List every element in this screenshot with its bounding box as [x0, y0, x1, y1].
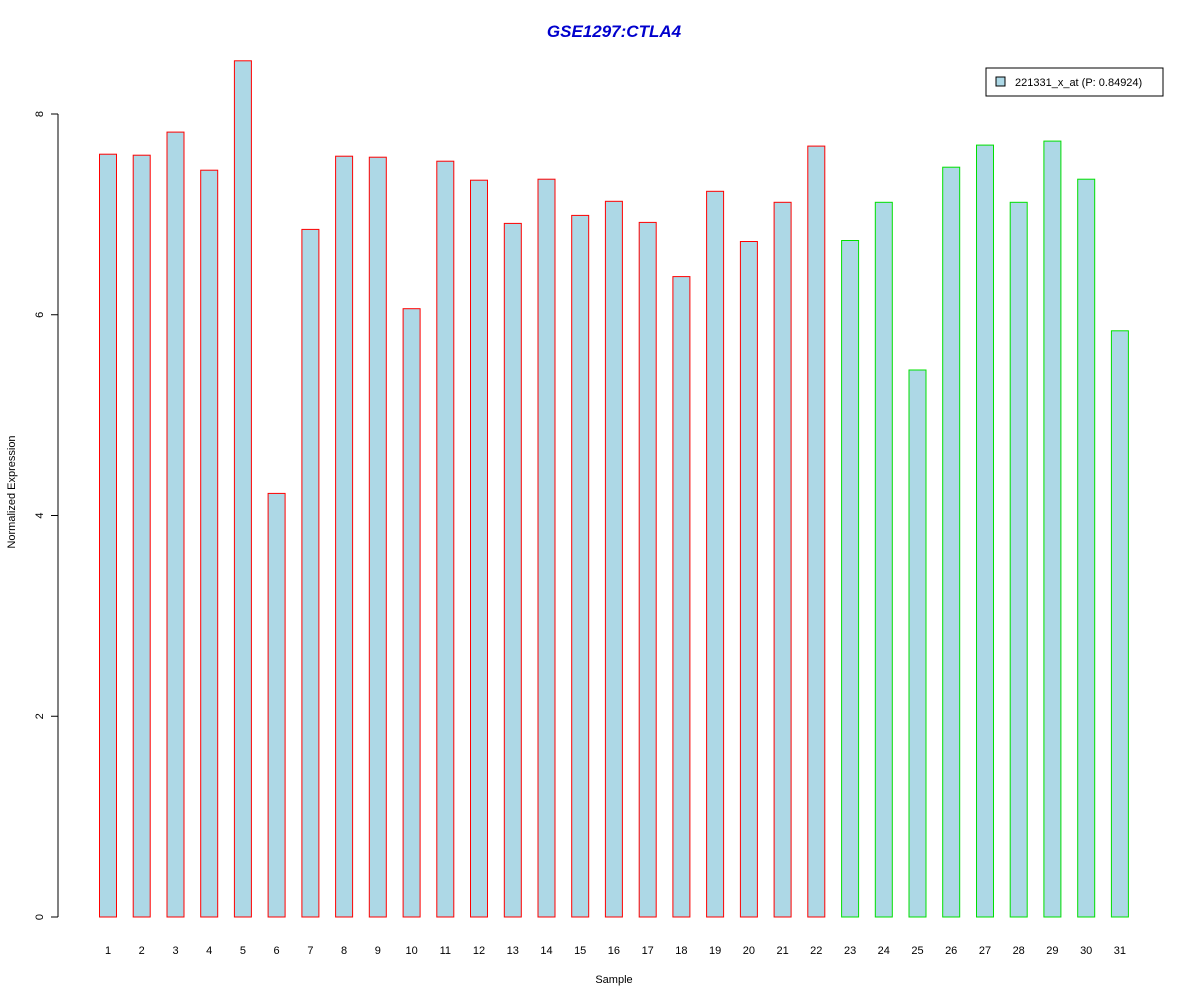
- x-tick-label: 2: [139, 945, 145, 957]
- bar-sample-15: [571, 214, 590, 918]
- bar-sample-5: [233, 60, 252, 918]
- x-tick-label: 17: [642, 945, 654, 957]
- legend-box: [985, 67, 1164, 97]
- x-tick-label: 23: [844, 945, 856, 957]
- bar-sample-31: [1110, 330, 1129, 918]
- bar-sample-18: [672, 276, 691, 918]
- x-tick-label: 3: [172, 945, 178, 957]
- x-tick-label: 16: [608, 945, 620, 957]
- x-tick-label: 20: [743, 945, 755, 957]
- x-tick-labels: 1 2 3 4 5 6 7 8 9 10 11 12 13 14 15 16 17 18 19 20 21 22 23 24 2…: [105, 945, 1126, 957]
- y-axis: 0 2 4 6 8: [34, 111, 59, 920]
- bar-sample-19: [706, 190, 725, 918]
- x-tick-label: 14: [540, 945, 552, 957]
- bar-sample-24: [874, 201, 893, 918]
- y-tick-label: 2: [34, 713, 46, 719]
- bar-sample-11: [436, 160, 455, 918]
- x-tick-label: 6: [274, 945, 280, 957]
- y-axis-label: Normalized Expression: [6, 435, 18, 548]
- bar-sample-22: [807, 145, 826, 918]
- x-tick-label: 9: [375, 945, 381, 957]
- x-tick-label: 4: [206, 945, 212, 957]
- x-axis-label: Sample: [595, 974, 632, 986]
- bar-sample-3: [166, 131, 185, 918]
- x-tick-label: 29: [1046, 945, 1058, 957]
- bar-sample-14: [537, 178, 556, 918]
- y-tick-label: 8: [34, 111, 46, 117]
- x-tick-label: 5: [240, 945, 246, 957]
- bar-sample-28: [1009, 201, 1028, 918]
- bar-sample-7: [301, 228, 320, 918]
- bar-sample-16: [604, 200, 623, 918]
- x-tick-label: 8: [341, 945, 347, 957]
- x-tick-label: 15: [574, 945, 586, 957]
- x-tick-label: 12: [473, 945, 485, 957]
- bar-sample-30: [1077, 178, 1096, 918]
- bar-sample-1: [99, 153, 117, 918]
- legend: 221331_x_at (P: 0.84924): [985, 67, 1164, 97]
- bar-sample-12: [470, 179, 488, 918]
- x-tick-label: 26: [945, 945, 957, 957]
- x-tick-label: 25: [911, 945, 923, 957]
- y-tick-label: 6: [34, 312, 46, 318]
- bar-sample-25: [908, 369, 927, 918]
- legend-label: 221331_x_at (P: 0.84924): [1015, 77, 1142, 89]
- x-tick-label: 22: [810, 945, 822, 957]
- bar-sample-23: [841, 240, 860, 918]
- x-tick-label: 1: [105, 945, 111, 957]
- bar-sample-2: [132, 154, 151, 918]
- x-tick-label: 13: [507, 945, 519, 957]
- y-tick-label: 0: [34, 914, 46, 920]
- bar-sample-8: [335, 155, 354, 918]
- bar-sample-20: [739, 241, 758, 918]
- bar-sample-29: [1043, 140, 1062, 918]
- x-tick-label: 21: [776, 945, 788, 957]
- x-tick-label: 7: [307, 945, 313, 957]
- bar-sample-17: [638, 221, 657, 918]
- x-tick-label: 28: [1013, 945, 1025, 957]
- bar-sample-9: [368, 156, 387, 918]
- bar-sample-27: [976, 144, 994, 918]
- x-tick-label: 18: [675, 945, 687, 957]
- bar-sample-13: [503, 222, 522, 918]
- bar-sample-21: [773, 201, 792, 918]
- x-tick-label: 10: [405, 945, 417, 957]
- bar-sample-26: [942, 166, 961, 918]
- legend-swatch: [995, 76, 1006, 87]
- x-tick-label: 31: [1114, 945, 1126, 957]
- x-tick-label: 11: [440, 945, 451, 957]
- y-tick-label: 4: [34, 512, 46, 518]
- bar-sample-4: [200, 169, 219, 918]
- x-tick-label: 24: [878, 945, 890, 957]
- x-tick-label: 27: [979, 945, 991, 957]
- x-tick-label: 19: [709, 945, 721, 957]
- bar-sample-6: [267, 492, 286, 918]
- bar-sample-10: [402, 308, 421, 918]
- x-tick-label: 30: [1080, 945, 1092, 957]
- bars-group: [99, 60, 1129, 918]
- chart-title: GSE1297:CTLA4: [547, 22, 682, 41]
